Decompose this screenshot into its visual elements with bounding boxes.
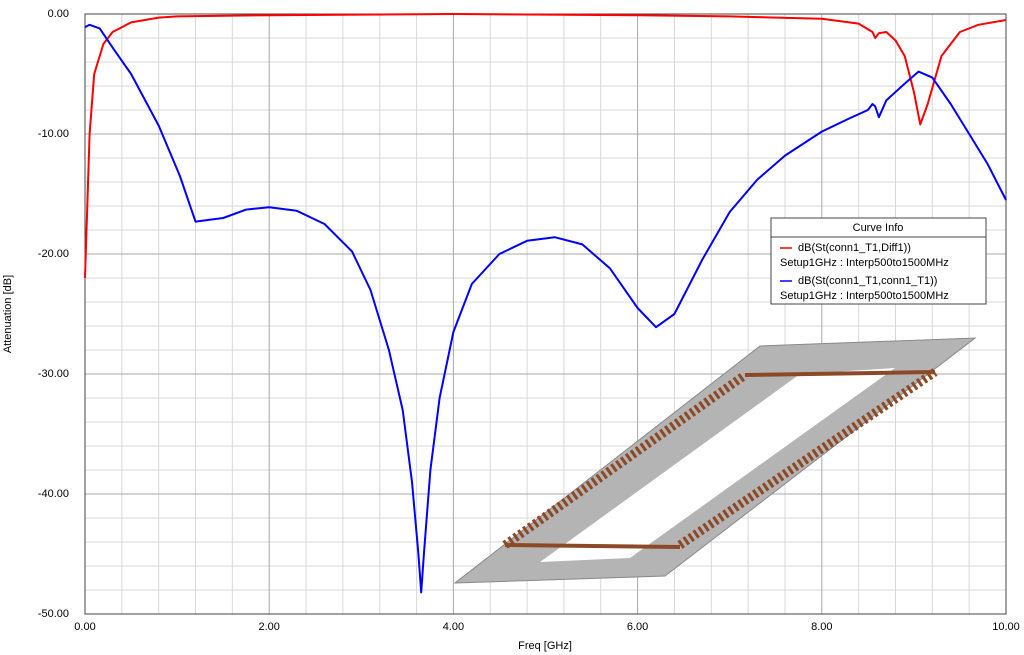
x-axis-label: Freq [GHz]	[518, 640, 572, 652]
y-tick-label: -40.00	[38, 488, 69, 500]
x-tick-label: 4.00	[443, 621, 464, 633]
x-tick-label: 10.00	[992, 621, 1020, 633]
x-tick-label: 6.00	[627, 621, 648, 633]
y-tick-label: 0.00	[48, 8, 69, 20]
legend-title: Curve Info	[853, 222, 904, 234]
legend-label: dB(St(conn1_T1,conn1_T1))	[798, 275, 937, 287]
x-tick-label: 0.00	[74, 621, 95, 633]
legend-setup: Setup1GHz : Interp500to1500MHz	[780, 257, 949, 269]
y-tick-label: -30.00	[38, 368, 69, 380]
y-tick-label: -10.00	[38, 128, 69, 140]
y-axis-label: Attenuation [dB]	[2, 275, 14, 353]
chart: Curve Info dB(St(conn1_T1,Diff1)) Setup1G…	[0, 0, 1024, 655]
legend-setup: Setup1GHz : Interp500to1500MHz	[780, 290, 949, 302]
y-tick-label: -20.00	[38, 248, 69, 260]
legend: Curve Info dB(St(conn1_T1,Diff1)) Setup1G…	[771, 218, 986, 304]
legend-label: dB(St(conn1_T1,Diff1))	[798, 242, 911, 254]
y-tick-label: -50.00	[38, 608, 69, 620]
x-tick-label: 2.00	[258, 621, 279, 633]
x-tick-label: 8.00	[811, 621, 832, 633]
